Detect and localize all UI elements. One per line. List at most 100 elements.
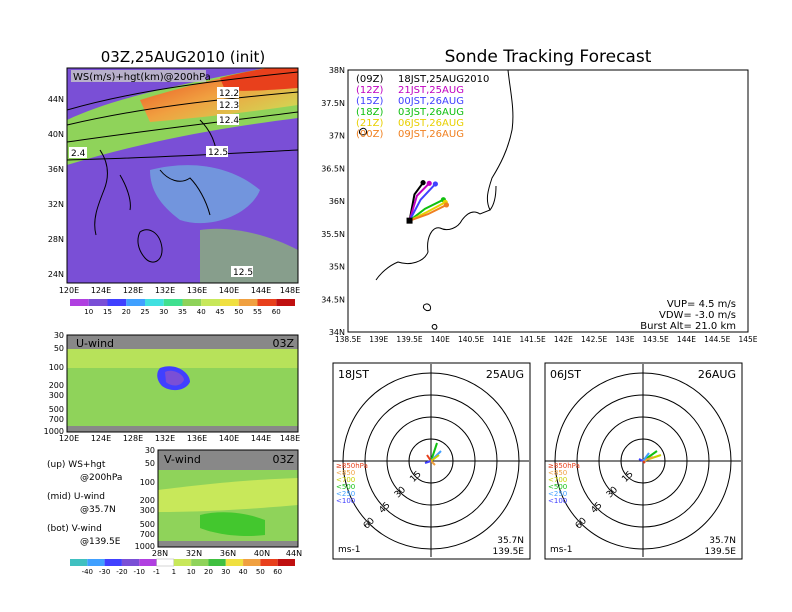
height-contour	[67, 111, 298, 143]
u-p-labels: 30 50 100 200 300 500 700 1000	[44, 331, 64, 436]
v-wind-panel: V-wind 03Z 30 50 100 200 300 500 700 100…	[135, 446, 302, 558]
colorbar-swatch	[225, 559, 244, 566]
colorbar-tick-label: 30	[159, 308, 168, 316]
note-mid-sub: @35.7N	[80, 505, 116, 515]
polar-right-lon: 139.5E	[705, 547, 737, 557]
p-label: 100	[140, 478, 155, 487]
legend-code: (12Z)	[356, 85, 383, 96]
note-bot-sub: @139.5E	[80, 537, 121, 547]
colorbar-swatch	[238, 299, 258, 306]
p-label: 200	[140, 496, 155, 505]
ws-colorbar: 10 15 20 25 30 35 40 45 50 55 60	[70, 299, 295, 316]
lon-tick-label: 143E	[615, 335, 634, 344]
p-label: 30	[54, 331, 64, 340]
wind-vector	[426, 454, 432, 462]
colorbar-tick-label: 60	[272, 308, 281, 316]
track-lat-labels: 38N 37.5N 37N 36.5N 36N 35.5N 35N 34.5N 34N	[321, 66, 345, 337]
colorbar-tick-label: 20	[122, 308, 131, 316]
u-purple-blob	[165, 370, 184, 386]
p-label: 100	[49, 363, 64, 372]
ws-map-panel: WS(m/s)+hgt(km)@200hPa 12.2 12.3 12.4 12…	[48, 67, 300, 295]
colorbar-tick-label: 35	[178, 308, 187, 316]
legend-code: (09Z)	[356, 74, 383, 85]
legend-code: (15Z)	[356, 96, 383, 107]
u-wind-panel: U-wind 03Z 30 50 100 200 300 500 700 100…	[44, 331, 301, 443]
colorbar-tick-label: 40	[239, 568, 248, 576]
colorbar-tick-label: 50	[256, 568, 265, 576]
colorbar-tick-label: 15	[103, 308, 112, 316]
colorbar-swatch	[156, 558, 175, 567]
lon-tick-label: 141E	[492, 335, 511, 344]
colorbar-tick-label: 1	[172, 568, 176, 576]
lon-label: 124E	[91, 434, 111, 443]
level-legend: <250	[336, 490, 355, 498]
p-label: 200	[49, 381, 64, 390]
legend-code: (00Z)	[356, 129, 383, 140]
contour-label: 12.4	[219, 116, 239, 126]
lat-tick-label: 34N	[329, 328, 345, 337]
height-contour	[67, 71, 298, 111]
legend-time: 09JST,26AUG	[398, 129, 464, 140]
colorbar-swatch	[70, 299, 89, 306]
p-label: 500	[49, 405, 64, 414]
polar-left-date: 25AUG	[486, 368, 524, 381]
map-label: WS(m/s)+hgt(km)@200hPa	[73, 72, 211, 83]
level-legend: <850	[548, 469, 567, 477]
lat-label: 40N	[254, 549, 270, 558]
panel-notes: (up) WS+hgt @200hPa (mid) U-wind @35.7N …	[47, 460, 122, 547]
vdw-param: VDW= -3.0 m/s	[659, 310, 736, 321]
legend-time: 00JST,26AUG	[398, 96, 464, 107]
lat-label: 28N	[152, 549, 168, 558]
colorbar-tick-label: -10	[134, 568, 145, 576]
lon-label: 144E	[251, 286, 271, 295]
lon-label: 128E	[123, 286, 143, 295]
lon-label: 120E	[59, 434, 79, 443]
burst-point	[432, 181, 438, 187]
lon-label: 148E	[280, 434, 300, 443]
colorbar-swatch	[121, 559, 140, 566]
colorbar-tick-label: -1	[153, 568, 160, 576]
lat-label: 36N	[48, 165, 64, 174]
lat-tick-label: 35.5N	[321, 230, 345, 239]
lon-label: 140E	[219, 434, 239, 443]
burst-param: Burst Alt= 21.0 km	[640, 321, 736, 332]
lat-tick-label: 38N	[329, 66, 345, 75]
p-label: 50	[145, 459, 155, 468]
burst-point	[443, 202, 450, 208]
lat-label: 44N	[286, 549, 302, 558]
lat-tick-label: 37N	[329, 132, 345, 141]
lat-tick-label: 35N	[329, 263, 345, 272]
wind-vector	[642, 452, 650, 462]
map-lat-labels: 44N 40N 36N 32N 28N 24N	[48, 95, 64, 279]
u-lon-labels: 120E 124E 128E 132E 136E 140E 144E 148E	[59, 434, 300, 443]
honshu-coastline	[375, 69, 514, 281]
level-legend: <500	[336, 483, 355, 491]
burst-point	[426, 180, 432, 186]
note-up: (up) WS+hgt	[47, 460, 106, 470]
lon-label: 136E	[187, 286, 207, 295]
level-legend: ≥850hPa	[548, 462, 580, 470]
v-green-patch	[200, 512, 265, 537]
colorbar-swatch	[208, 559, 226, 566]
green-patches	[150, 165, 260, 224]
level-legend: <250	[548, 490, 567, 498]
colorbar-swatch	[243, 559, 261, 566]
level-legend: <700	[336, 476, 355, 484]
v-p-labels: 30 50 100 200 300 500 700 1000	[135, 446, 155, 551]
colorbar-tick-label: -30	[99, 568, 110, 576]
contour-label: 12.5	[208, 148, 228, 158]
polar-left-unit: ms-1	[338, 545, 360, 555]
lon-tick-label: 144E	[677, 335, 696, 344]
map-label-box	[71, 70, 206, 82]
colorbar-tick-label: 10	[84, 308, 93, 316]
lat-label: 28N	[48, 235, 64, 244]
lon-tick-label: 144.5E	[704, 335, 730, 344]
lat-tick-label: 36.5N	[321, 164, 345, 173]
lat-label: 40N	[48, 130, 64, 139]
v-label: V-wind	[164, 453, 201, 466]
lat-tick-label: 37.5N	[321, 99, 345, 108]
track-line	[408, 198, 444, 222]
izu-island-2	[431, 324, 438, 330]
lat-tick-label: 36N	[329, 197, 345, 206]
